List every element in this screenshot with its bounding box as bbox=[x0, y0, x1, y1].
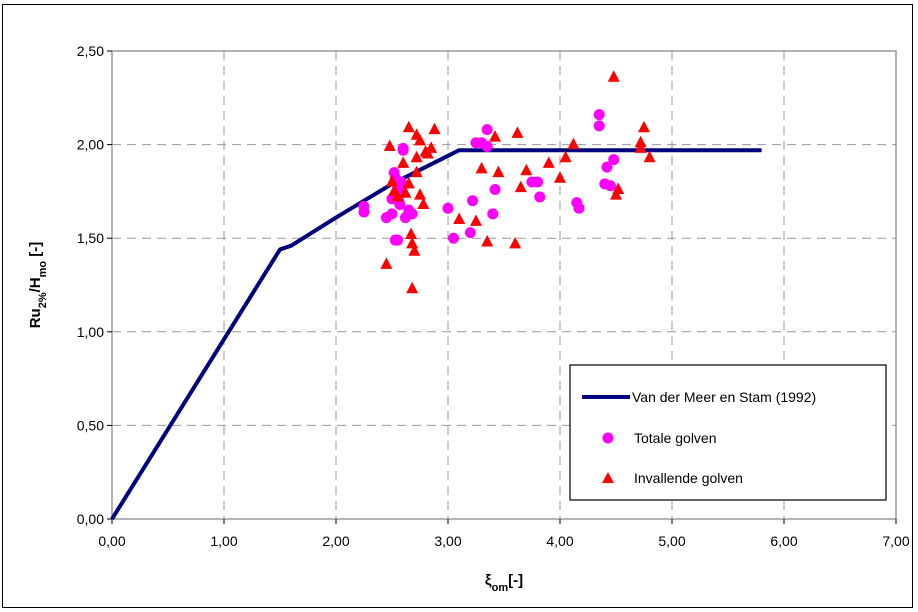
point-invallende-golven bbox=[492, 165, 505, 178]
point-totale-golven bbox=[392, 234, 404, 246]
point-invallende-golven bbox=[410, 150, 423, 163]
point-invallende-golven bbox=[470, 214, 482, 226]
y-axis-label: Ru2%/Hmo [-] bbox=[27, 242, 49, 329]
point-invallende-golven bbox=[428, 122, 441, 135]
x-axis-label: ξom[-] bbox=[485, 572, 523, 594]
point-invallende-golven bbox=[607, 70, 620, 82]
point-totale-golven bbox=[394, 199, 406, 211]
tick-labels: 0,00 1,00 2,00 3,00 4,00 5,00 6,00 7,00 0,00 0,50… bbox=[77, 43, 910, 549]
series-layer bbox=[110, 70, 762, 521]
legend-label-van-der-meer: Van der Meer en Stam (1992) bbox=[632, 389, 816, 405]
point-totale-golven bbox=[593, 109, 605, 121]
point-totale-golven bbox=[395, 176, 407, 188]
point-totale-golven bbox=[386, 208, 398, 220]
point-invallende-golven bbox=[383, 139, 396, 151]
point-invallende-golven bbox=[559, 150, 572, 163]
point-totale-golven bbox=[534, 191, 546, 203]
point-invallende-golven bbox=[405, 227, 418, 239]
point-totale-golven bbox=[487, 208, 499, 220]
point-invallende-golven bbox=[643, 150, 656, 163]
legend-triangle-swatch bbox=[602, 472, 614, 483]
point-invallende-golven bbox=[414, 188, 426, 200]
x-tick-label: 6,00 bbox=[770, 533, 797, 549]
point-invallende-golven bbox=[380, 257, 393, 269]
point-totale-golven bbox=[481, 140, 493, 152]
point-totale-golven bbox=[397, 142, 409, 154]
x-tick-label: 2,00 bbox=[322, 533, 349, 549]
chart-frame bbox=[2, 4, 913, 608]
point-invallende-golven bbox=[391, 190, 404, 202]
point-invallende-golven bbox=[511, 126, 524, 138]
legend-label-invallende-golven: Invallende golven bbox=[634, 470, 743, 486]
y-tick-label: 0,00 bbox=[77, 511, 104, 527]
point-invallende-golven bbox=[397, 156, 410, 168]
point-invallende-golven bbox=[453, 212, 466, 224]
point-invallende-golven bbox=[406, 236, 419, 249]
point-invallende-golven bbox=[410, 165, 423, 178]
y-tick-label: 1,50 bbox=[77, 230, 104, 246]
point-invallende-golven bbox=[520, 163, 533, 176]
point-totale-golven bbox=[358, 206, 370, 218]
x-tick-label: 5,00 bbox=[658, 533, 685, 549]
legend-box bbox=[569, 364, 887, 501]
legend-circle-swatch bbox=[602, 432, 614, 444]
y-tick-label: 2,00 bbox=[77, 137, 104, 153]
point-totale-golven bbox=[604, 180, 616, 192]
point-totale-golven bbox=[489, 184, 501, 196]
x-tick-label: 0,00 bbox=[98, 533, 125, 549]
point-totale-golven bbox=[464, 227, 476, 239]
series-line-van-der-meer bbox=[110, 148, 762, 521]
point-invallende-golven bbox=[509, 236, 522, 249]
y-tick-label: 1,00 bbox=[77, 324, 104, 340]
legend-label-totale-golven: Totale golven bbox=[634, 430, 717, 446]
point-invallende-golven bbox=[402, 120, 415, 133]
point-invallende-golven bbox=[386, 175, 398, 187]
point-totale-golven bbox=[467, 195, 479, 207]
x-tick-label: 4,00 bbox=[546, 533, 573, 549]
point-invallende-golven bbox=[414, 133, 426, 146]
legend: Van der Meer en Stam (1992) Totale golve… bbox=[569, 364, 887, 501]
x-tick-label: 1,00 bbox=[210, 533, 237, 549]
y-tick-label: 0,50 bbox=[77, 417, 104, 433]
point-totale-golven bbox=[593, 120, 605, 132]
point-totale-golven bbox=[448, 232, 460, 244]
point-invallende-golven bbox=[638, 120, 650, 133]
point-invallende-golven bbox=[402, 176, 415, 189]
y-tick-label: 2,50 bbox=[77, 43, 104, 59]
point-invallende-golven bbox=[481, 234, 494, 247]
x-tick-label: 7,00 bbox=[882, 533, 909, 549]
plot-area bbox=[111, 50, 897, 520]
point-totale-golven bbox=[608, 154, 620, 166]
point-invallende-golven bbox=[612, 182, 625, 195]
point-totale-golven bbox=[532, 176, 544, 188]
point-totale-golven bbox=[481, 124, 493, 136]
point-totale-golven bbox=[442, 202, 454, 214]
point-invallende-golven bbox=[406, 281, 419, 294]
x-tick-label: 3,00 bbox=[434, 533, 461, 549]
point-totale-golven bbox=[601, 161, 613, 173]
point-invallende-golven bbox=[634, 135, 647, 148]
point-invallende-golven bbox=[542, 156, 555, 168]
point-invallende-golven bbox=[489, 130, 502, 142]
point-invallende-golven bbox=[425, 141, 438, 153]
point-invallende-golven bbox=[514, 180, 527, 193]
point-invallende-golven bbox=[475, 161, 488, 174]
point-totale-golven bbox=[573, 202, 585, 214]
point-invallende-golven bbox=[417, 197, 430, 210]
point-invallende-golven bbox=[408, 244, 421, 256]
point-invallende-golven bbox=[567, 137, 580, 150]
point-totale-golven bbox=[406, 208, 418, 220]
point-invallende-golven bbox=[399, 186, 412, 198]
point-invallende-golven bbox=[554, 171, 566, 183]
